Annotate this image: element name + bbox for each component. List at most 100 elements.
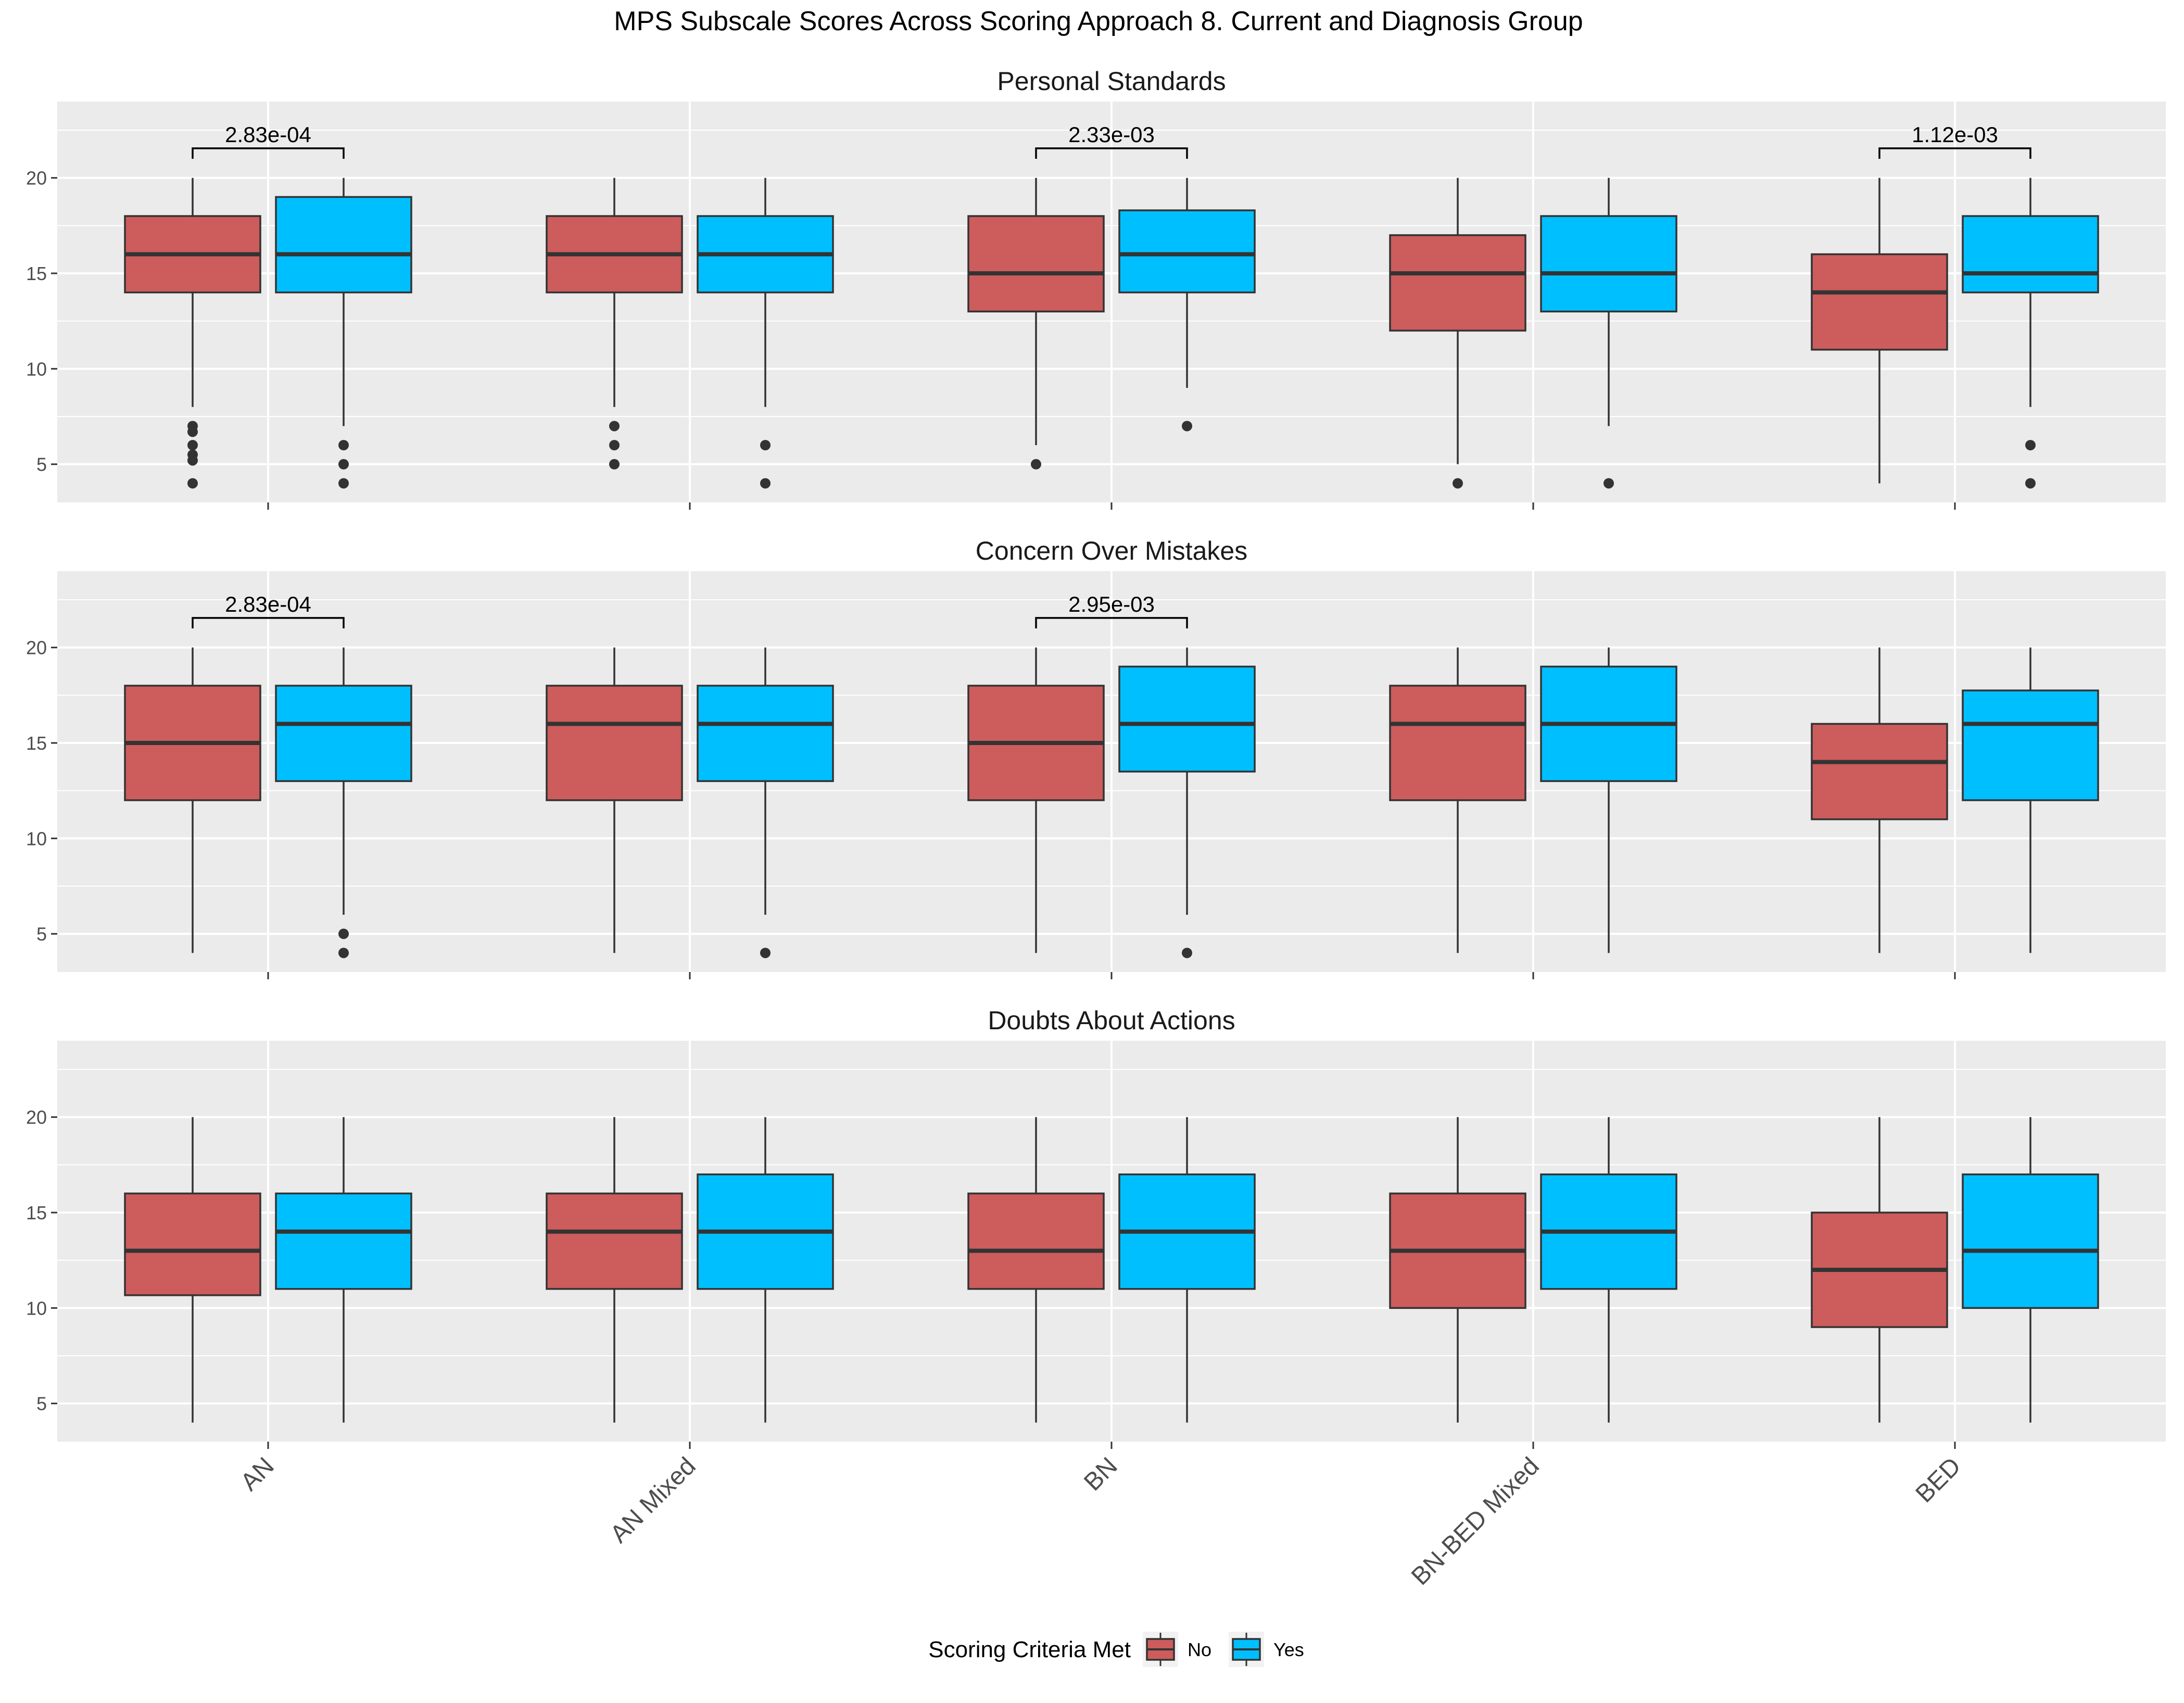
y-tick-label: 10 (26, 828, 47, 849)
significance-bracket (1035, 617, 1188, 628)
box-bn-yes (1118, 178, 1256, 432)
box-bed-no (1811, 1117, 1948, 1423)
panel-1: Personal Standards 5 10 15 20 2.83e-04 2.33e-0… (26, 67, 2166, 510)
outlier-point (1182, 421, 1192, 432)
significance-annotation: 2.83e-04 (192, 122, 345, 159)
iqr-box (1811, 253, 1948, 351)
box-bed-yes (1962, 178, 2099, 489)
legend-item-yes: Yes (1229, 1632, 1304, 1667)
significance-annotation: 1.12e-03 (1878, 122, 2031, 159)
y-tick-label: 5 (36, 454, 47, 475)
iqr-box (967, 1192, 1105, 1290)
box-an-yes (275, 178, 412, 489)
box-bn-bed-mixed-yes (1540, 647, 1677, 953)
box-an-mixed-no (546, 178, 683, 470)
y-tick-label: 15 (26, 263, 47, 284)
legend-title: Scoring Criteria Met (928, 1637, 1131, 1662)
y-tick-label: 10 (26, 358, 47, 380)
box-bn-no (967, 178, 1105, 470)
iqr-box (275, 685, 412, 783)
y-tick-label: 20 (26, 637, 47, 659)
outlier-point (760, 948, 771, 958)
y-tick-label: 5 (36, 1393, 47, 1415)
box-an-yes (275, 647, 412, 958)
box-bn-bed-mixed-yes (1540, 1117, 1677, 1423)
p-value-label: 2.95e-03 (1068, 592, 1155, 616)
significance-bracket (1035, 147, 1188, 159)
outlier-point (1604, 478, 1614, 489)
outlier-point (338, 948, 349, 958)
iqr-box (967, 215, 1105, 313)
iqr-box (546, 685, 683, 801)
significance-bracket (192, 147, 345, 159)
significance-bracket (1878, 147, 2031, 159)
outlier-point (338, 928, 349, 939)
box-an-no (124, 1117, 261, 1423)
y-tick-label: 15 (26, 1202, 47, 1223)
outlier-point (1182, 948, 1192, 958)
iqr-box (1962, 1173, 2099, 1309)
box-bn-bed-mixed-yes (1540, 178, 1677, 489)
y-tick-label: 5 (36, 924, 47, 945)
significance-annotation: 2.95e-03 (1035, 592, 1188, 628)
box-bn-yes (1118, 1117, 1256, 1423)
iqr-box (1389, 234, 1526, 332)
box-bn-bed-mixed-no (1389, 647, 1526, 953)
box-an-mixed-no (546, 647, 683, 953)
p-value-label: 2.83e-04 (225, 122, 311, 147)
outlier-point (338, 440, 349, 450)
iqr-box (1118, 665, 1256, 773)
significance-bracket (192, 617, 345, 628)
outlier-point (2025, 440, 2036, 450)
outlier-point (609, 440, 620, 450)
panels-layer: Personal Standards 5 10 15 20 2.83e-04 2.33e-0… (26, 67, 2166, 1449)
panel-title: Personal Standards (997, 67, 1226, 96)
box-an-mixed-yes (697, 1117, 834, 1423)
box-an-yes (275, 1117, 412, 1423)
iqr-box (546, 1192, 683, 1290)
outlier-point (760, 478, 771, 489)
y-tick-label: 15 (26, 733, 47, 754)
panel-title: Doubts About Actions (988, 1006, 1235, 1035)
box-an-mixed-yes (697, 647, 834, 958)
box-bn-no (967, 647, 1105, 953)
panel-title: Concern Over Mistakes (976, 536, 1247, 565)
box-bed-yes (1962, 647, 2099, 953)
significance-annotation: 2.83e-04 (192, 592, 345, 628)
panel-3: Doubts About Actions 5 10 15 20 (26, 1006, 2166, 1449)
box-bed-no (1811, 647, 1948, 953)
box-an-mixed-yes (697, 178, 834, 489)
y-tick-label: 10 (26, 1297, 47, 1319)
box-bn-no (967, 1117, 1105, 1423)
box-bed-no (1811, 178, 1948, 484)
box-an-no (124, 647, 261, 953)
iqr-box (697, 685, 834, 783)
iqr-box (1389, 685, 1526, 801)
outlier-point (1031, 459, 1041, 470)
chart-title: MPS Subscale Scores Across Scoring Appro… (614, 6, 1583, 36)
y-tick-label: 20 (26, 1107, 47, 1128)
legend-item-label: Yes (1273, 1639, 1304, 1660)
iqr-box (124, 1192, 261, 1296)
panel-2: Concern Over Mistakes 5 10 15 20 2.83e-04 2.95… (26, 536, 2166, 979)
outlier-point (338, 478, 349, 489)
iqr-box (1118, 209, 1256, 294)
iqr-box (275, 196, 412, 294)
legend-item-label: No (1188, 1639, 1211, 1660)
significance-annotation: 2.33e-03 (1035, 122, 1188, 159)
p-value-label: 2.33e-03 (1068, 122, 1155, 147)
outlier-point (338, 459, 349, 470)
box-an-no (124, 178, 261, 489)
y-tick-label: 20 (26, 168, 47, 189)
iqr-box (1811, 723, 1948, 821)
outlier-point (187, 455, 198, 466)
iqr-box (1962, 689, 2099, 801)
box-bn-bed-mixed-no (1389, 1117, 1526, 1423)
outlier-point (187, 478, 198, 489)
outlier-point (187, 440, 198, 450)
box-an-mixed-no (546, 1117, 683, 1423)
p-value-label: 2.83e-04 (225, 592, 311, 616)
outlier-point (1453, 478, 1463, 489)
